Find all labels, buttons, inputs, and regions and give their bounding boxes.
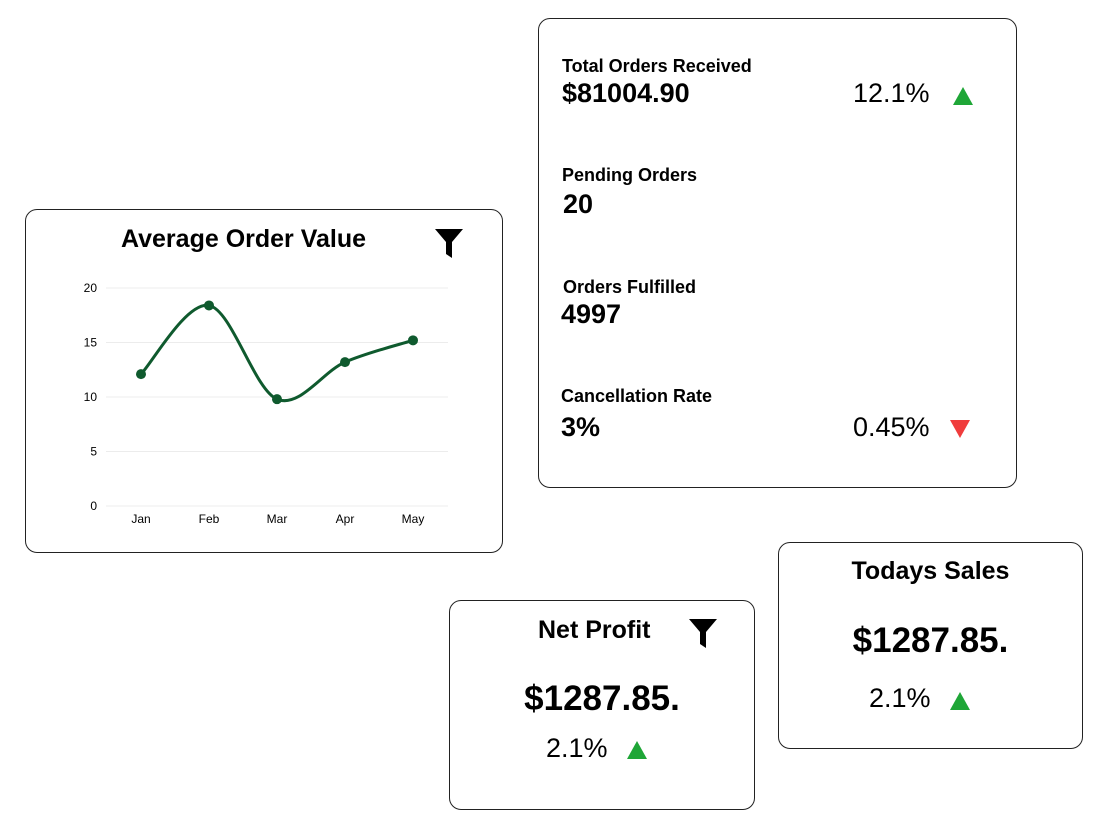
trend-down-icon	[950, 420, 970, 438]
total-orders-change: 12.1%	[853, 78, 930, 108]
average-order-value-card: 0 5 10 15 20 Jan Feb Mar Apr May Average Order Va…	[25, 209, 503, 553]
data-point	[204, 300, 214, 311]
orders-fulfilled-label: Orders Fulfilled	[563, 277, 697, 297]
filter-icon[interactable]	[434, 227, 464, 259]
trend-up-icon	[950, 692, 970, 710]
cancellation-rate-value: 3%	[561, 412, 601, 442]
x-tick-label: May	[402, 512, 425, 526]
todays-sales-change: 2.1%	[869, 683, 931, 713]
trend-up-icon	[953, 87, 973, 105]
average-order-value-chart: 0 5 10 15 20 Jan Feb Mar Apr May	[84, 281, 448, 526]
pending-orders-value: 20	[563, 189, 594, 219]
orders-fulfilled-value: 4997	[561, 299, 622, 329]
series-line	[139, 303, 414, 403]
total-orders-label: Total Orders Received	[562, 56, 752, 76]
data-point	[340, 357, 350, 368]
cancellation-rate-label: Cancellation Rate	[561, 386, 713, 406]
y-tick-label: 20	[84, 281, 98, 295]
todays-sales-value: $1287.85.	[852, 621, 1009, 660]
order-stats-card: Total Orders Received $81004.90 12.1% Pe…	[538, 18, 1017, 488]
x-tick-label: Apr	[336, 512, 355, 526]
net-profit-change: 2.1%	[546, 733, 608, 763]
net-profit-title: Net Profit	[538, 616, 651, 644]
todays-sales-title: Todays Sales	[851, 557, 1010, 585]
x-tick-label: Feb	[199, 512, 220, 526]
y-tick-label: 5	[90, 445, 97, 459]
y-tick-label: 0	[90, 499, 97, 513]
x-tick-label: Jan	[131, 512, 150, 526]
pending-orders-label: Pending Orders	[562, 165, 698, 185]
todays-sales-card: Todays Sales $1287.85. 2.1%	[778, 542, 1083, 749]
data-point	[136, 369, 146, 380]
cancellation-rate-change: 0.45%	[853, 412, 930, 442]
total-orders-value: $81004.90	[562, 78, 690, 108]
x-tick-label: Mar	[267, 512, 288, 526]
net-profit-card: Net Profit $1287.85. 2.1%	[449, 600, 755, 810]
aov-title: Average Order Value	[121, 225, 367, 253]
y-tick-label: 15	[84, 336, 98, 350]
y-tick-label: 10	[84, 390, 98, 404]
data-point	[272, 394, 282, 405]
trend-up-icon	[627, 741, 647, 759]
data-point	[408, 335, 418, 346]
filter-icon[interactable]	[688, 617, 718, 649]
net-profit-value: $1287.85.	[524, 679, 680, 718]
